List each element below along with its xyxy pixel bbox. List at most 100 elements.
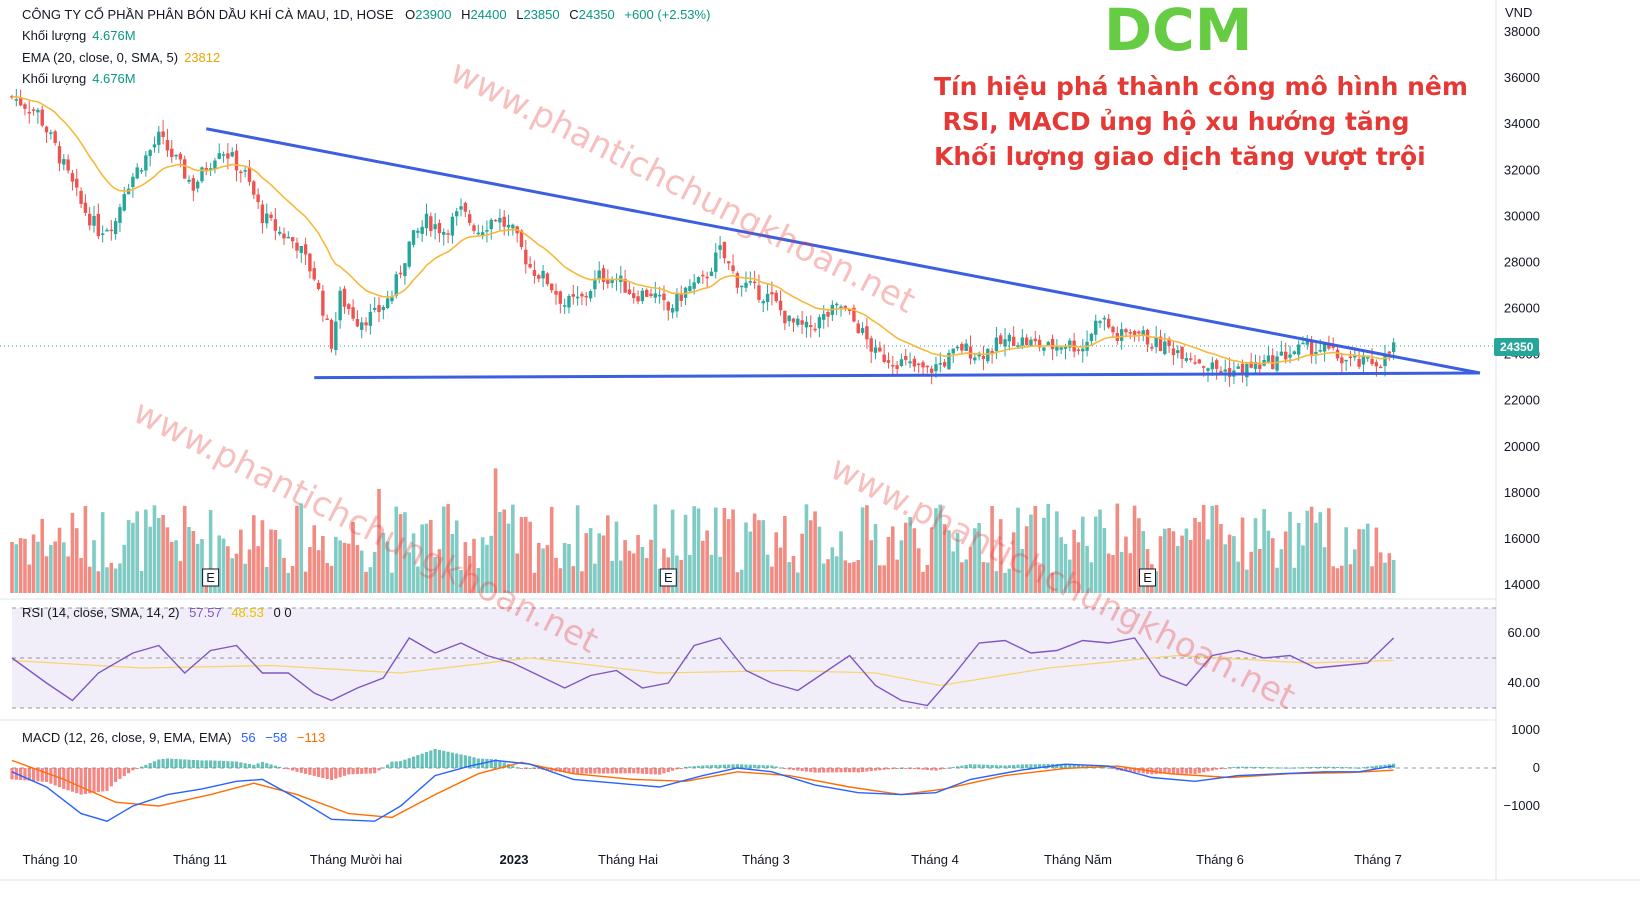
macd-histogram-bar <box>36 768 40 782</box>
candle-body <box>809 325 813 327</box>
macd-histogram-bar <box>580 768 584 774</box>
volume-bar <box>1266 530 1271 593</box>
volume-bar <box>834 556 839 593</box>
candle-body <box>1335 349 1340 359</box>
trendline-upper <box>206 127 1481 375</box>
candle-body <box>23 104 27 109</box>
macd-histogram-bar <box>265 763 269 768</box>
macd-signal-value: −58 <box>265 730 288 745</box>
macd-hist-value: −113 <box>296 730 326 745</box>
macd-histogram-bar <box>420 753 424 768</box>
volume-bar <box>44 556 49 593</box>
candle-body <box>450 216 455 236</box>
candle-body <box>1253 361 1258 369</box>
volume-bar <box>1253 518 1258 593</box>
volume-bar <box>847 562 852 593</box>
macd-histogram-bar <box>316 768 321 777</box>
time-tick-1: Tháng 11 <box>173 852 227 867</box>
macd-histogram-bar <box>601 768 606 774</box>
volume-bar <box>558 568 563 593</box>
candle-body <box>178 153 183 160</box>
macd-histogram-bar <box>632 768 636 774</box>
candle-body <box>1059 347 1063 350</box>
volume-bar <box>541 548 545 593</box>
macd-histogram-bar <box>282 768 286 769</box>
macd-tick-2: −1000 <box>1503 798 1540 813</box>
volume-bar <box>359 550 364 593</box>
candle-body <box>57 146 62 164</box>
macd-histogram-bar <box>951 767 955 769</box>
volume-bar <box>243 563 247 593</box>
candle-body <box>467 214 472 223</box>
macd-histogram-bar <box>986 764 990 768</box>
macd-histogram-bar <box>247 764 252 768</box>
candle-body <box>489 219 493 230</box>
candle-body <box>355 319 360 327</box>
candle-body <box>869 338 873 352</box>
candle-body <box>411 230 416 245</box>
candle-body <box>118 207 122 223</box>
macd-histogram-bar <box>75 768 79 794</box>
volume-bar <box>1387 553 1392 593</box>
macd-histogram-bar <box>688 766 692 768</box>
macd-histogram-bar <box>96 768 100 793</box>
volume-bar <box>355 545 360 593</box>
volume-bar <box>18 538 23 593</box>
volume-bar <box>131 522 135 593</box>
candle-body <box>429 216 433 232</box>
macd-histogram-bar <box>498 760 502 768</box>
macd-histogram-bar <box>398 761 403 768</box>
candle-body <box>688 286 692 292</box>
price-tick-16000: 16000 <box>1504 531 1540 546</box>
candle-body <box>783 310 787 324</box>
time-tick-8: Tháng 6 <box>1196 852 1244 867</box>
macd-histogram-bar <box>908 768 912 769</box>
volume-bar <box>683 514 688 593</box>
macd-histogram-bar <box>135 768 139 769</box>
macd-histogram-bar <box>1379 765 1383 768</box>
macd-histogram-bar <box>1297 767 1301 769</box>
macd-histogram-bar <box>770 765 774 768</box>
volume-bar <box>411 533 416 593</box>
rsi-ma-line <box>11 654 1394 687</box>
candle-body <box>1106 318 1111 328</box>
macd-histogram-bar <box>1020 764 1024 768</box>
macd-histogram-bar <box>576 768 580 774</box>
volume-bar <box>221 538 226 593</box>
macd-histogram-bar <box>964 764 968 768</box>
volume-bar <box>1111 555 1115 593</box>
macd-signal-line <box>11 759 1394 819</box>
macd-histogram-bar <box>912 768 916 769</box>
volume-bar <box>994 571 999 593</box>
macd-histogram-bar <box>157 759 161 768</box>
macd-histogram-bar <box>830 768 834 773</box>
candle-body <box>360 322 364 330</box>
macd-histogram-bar <box>239 762 243 768</box>
macd-histogram-bar <box>1158 768 1163 774</box>
candle-body <box>109 229 114 232</box>
candle-body <box>1292 351 1297 354</box>
macd-histogram-bar <box>981 764 986 768</box>
candle-body <box>852 307 856 322</box>
volume-bar <box>407 552 412 593</box>
volume-bar <box>368 567 373 593</box>
candle-body <box>757 285 761 300</box>
candle-body <box>506 224 511 228</box>
candle-body <box>1068 340 1072 348</box>
candle-body <box>252 181 256 195</box>
volume-bar <box>1305 510 1310 593</box>
volume-bar <box>467 556 472 593</box>
volume-bar <box>752 513 757 593</box>
volume-bar <box>1068 559 1072 593</box>
price-tick-20000: 20000 <box>1504 439 1540 454</box>
earnings-marker <box>202 568 220 587</box>
macd-histogram-bar <box>183 759 187 768</box>
volume-bar <box>713 507 718 593</box>
volume-bar <box>903 522 908 593</box>
macd-histogram-bar <box>1215 768 1219 770</box>
macd-histogram-bar <box>394 761 398 768</box>
volume-bar <box>968 547 973 593</box>
candle-body <box>878 347 882 352</box>
macd-histogram-bar <box>1279 767 1283 769</box>
